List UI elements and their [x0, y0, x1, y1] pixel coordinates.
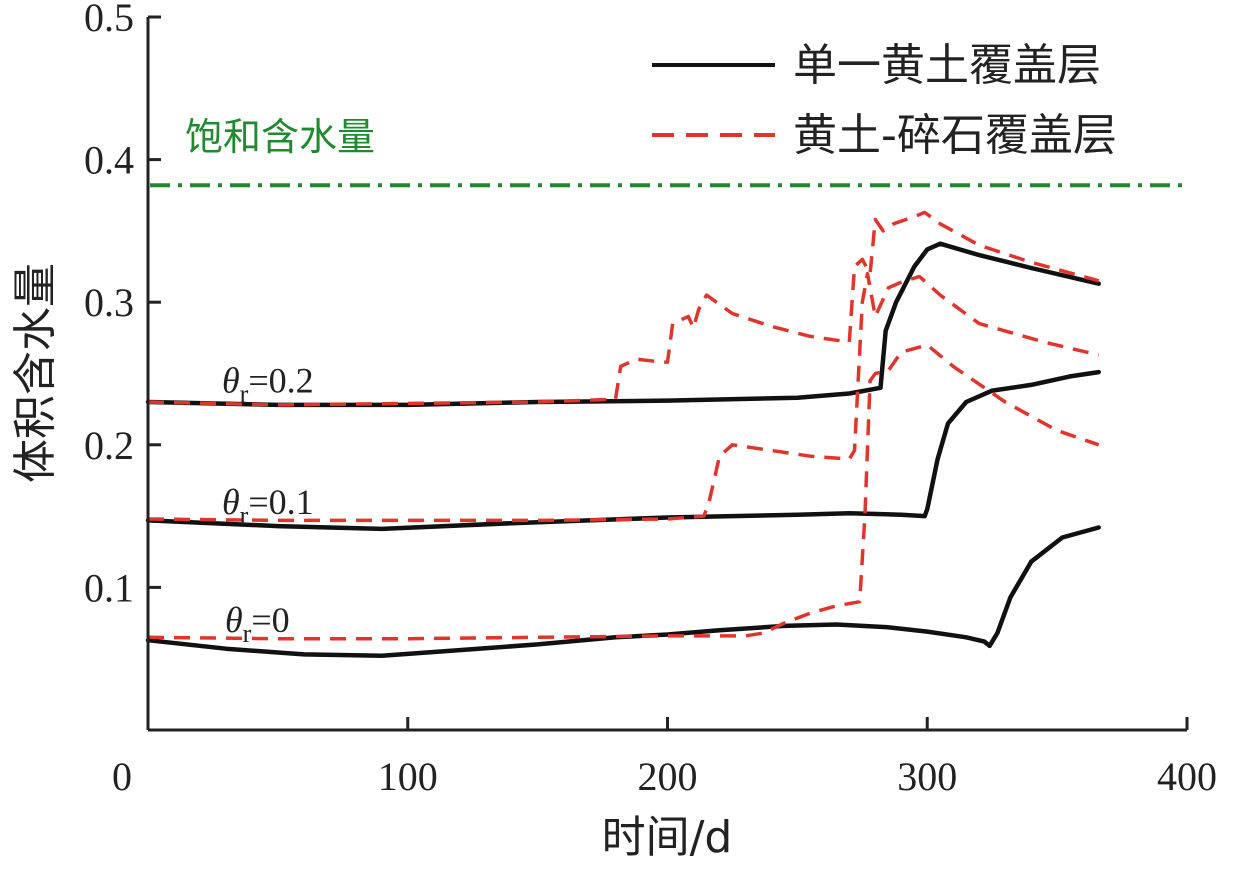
legend: 单一黄土覆盖层 黄土-碎石覆盖层	[652, 40, 1117, 161]
plot-series	[145, 210, 1101, 659]
theta-r-annotation: θr=0.2	[222, 361, 314, 409]
y-tick-label: 0.3	[84, 280, 134, 325]
series-line-4-loess-only	[145, 525, 1101, 659]
y-axis-title: 体积含水量	[10, 263, 61, 483]
x-tick-label: 100	[378, 754, 438, 799]
annotations: θr=0.2 θr=0.1 θr=0	[222, 361, 314, 649]
series-line-1-loess-gravel	[147, 210, 1100, 407]
x-ticks: 0 100 200 300 400	[112, 717, 1217, 799]
theta-r-annotation: θr=0.1	[222, 482, 314, 530]
y-tick-label: 0.1	[84, 565, 134, 610]
y-tick-label: 0.2	[84, 423, 134, 468]
x-tick-label: 200	[638, 754, 698, 799]
x-tick-label: 0	[112, 754, 132, 799]
reference-label-layer: 饱和含水量	[185, 115, 375, 159]
legend-label-solid: 单一黄土覆盖层	[793, 40, 1101, 91]
series-line-5-loess-gravel	[147, 343, 1100, 641]
x-axis-title: 时间/d	[602, 812, 733, 863]
y-ticks: 0.1 0.2 0.3 0.4 0.5	[84, 0, 161, 610]
saturation-label: 饱和含水量	[185, 115, 375, 159]
series-line-2-loess-only	[145, 369, 1101, 532]
y-tick-label: 0.5	[84, 0, 134, 40]
theta-r-annotation: θr=0	[225, 600, 290, 648]
series-line-3-loess-gravel	[147, 271, 1100, 523]
y-tick-label: 0.4	[84, 138, 134, 183]
x-tick-label: 300	[897, 754, 957, 799]
legend-label-dashed: 黄土-碎石覆盖层	[793, 110, 1117, 161]
x-tick-label: 400	[1157, 754, 1217, 799]
